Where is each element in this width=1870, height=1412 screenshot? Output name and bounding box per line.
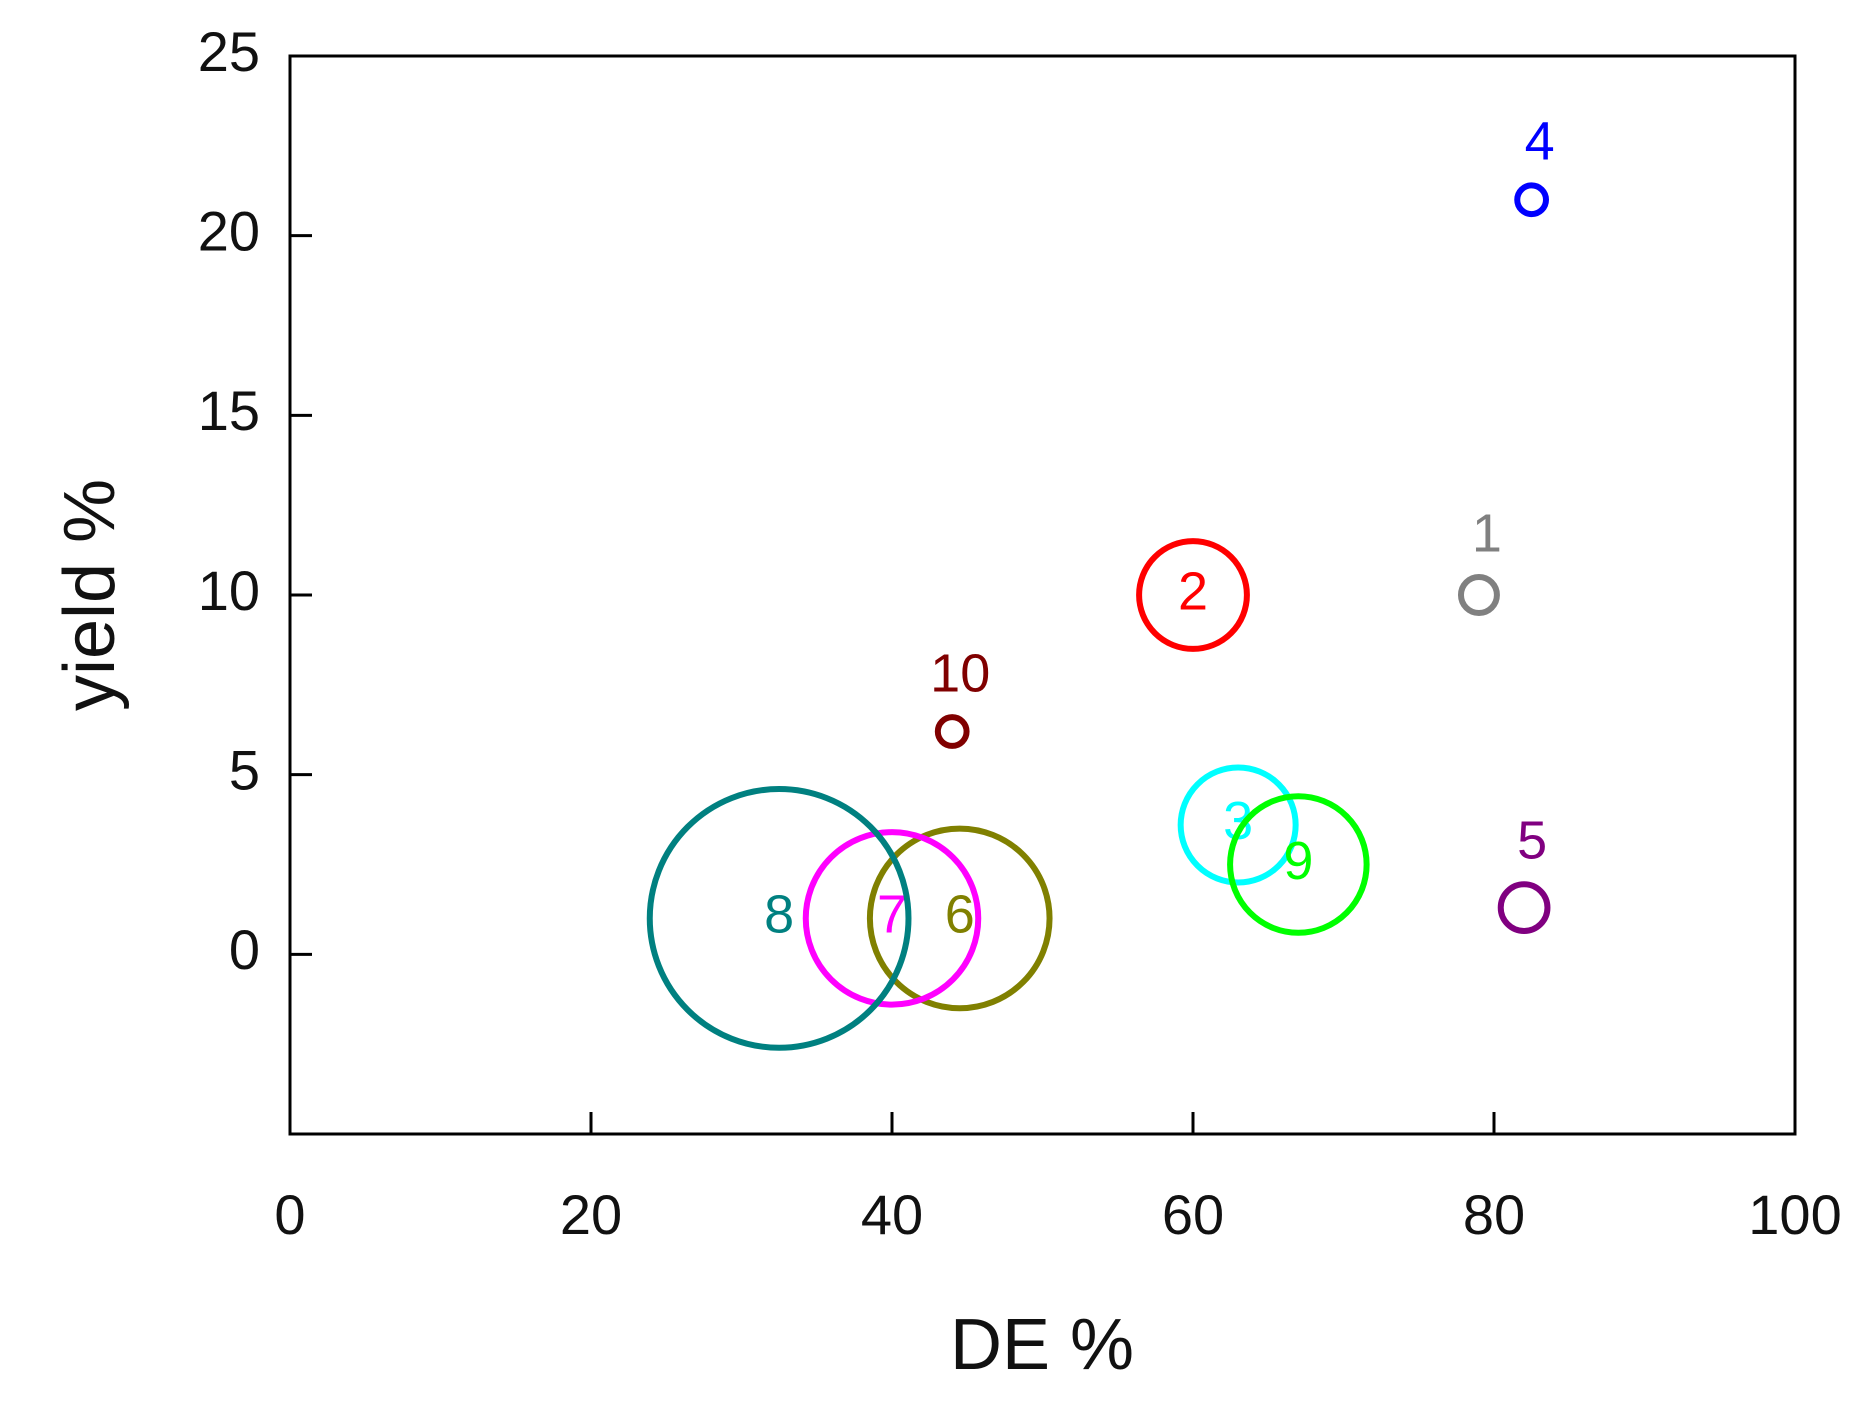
bubble bbox=[646, 786, 912, 1051]
bubble bbox=[866, 825, 1053, 1012]
x-tick-label: 100 bbox=[1748, 1183, 1841, 1246]
y-tick-label: 0 bbox=[229, 918, 260, 981]
x-tick-label: 0 bbox=[274, 1183, 305, 1246]
point-label: 10 bbox=[930, 643, 990, 703]
bubble bbox=[1227, 793, 1370, 936]
bubble bbox=[1497, 881, 1551, 934]
y-axis-title: yield % bbox=[50, 479, 130, 711]
y-tick-label: 25 bbox=[198, 20, 260, 83]
point-label: 1 bbox=[1472, 503, 1502, 563]
y-tick-label: 15 bbox=[198, 379, 260, 442]
x-tick-label: 40 bbox=[861, 1183, 923, 1246]
x-axis-title: DE % bbox=[950, 1305, 1134, 1385]
x-tick-label: 20 bbox=[560, 1183, 622, 1246]
y-tick-label: 10 bbox=[198, 559, 260, 622]
bubble bbox=[934, 714, 970, 749]
point-label: 9 bbox=[1283, 831, 1313, 891]
point-label: 6 bbox=[945, 885, 975, 945]
bubble bbox=[1177, 764, 1299, 886]
y-tick-label: 20 bbox=[198, 199, 260, 262]
bubble bbox=[1457, 574, 1500, 616]
point-label: 5 bbox=[1517, 811, 1547, 871]
x-tick-label: 80 bbox=[1463, 1183, 1525, 1246]
bubble bbox=[802, 829, 982, 1008]
point-label: 7 bbox=[877, 885, 907, 945]
y-tick-label: 5 bbox=[229, 738, 260, 801]
point-label: 2 bbox=[1178, 561, 1208, 621]
point-label: 8 bbox=[764, 885, 794, 945]
bubble bbox=[1514, 182, 1549, 218]
bubble bbox=[1136, 538, 1250, 652]
plot-frame bbox=[288, 54, 1797, 1136]
point-label: 4 bbox=[1525, 112, 1555, 172]
x-tick-label: 60 bbox=[1162, 1183, 1224, 1246]
